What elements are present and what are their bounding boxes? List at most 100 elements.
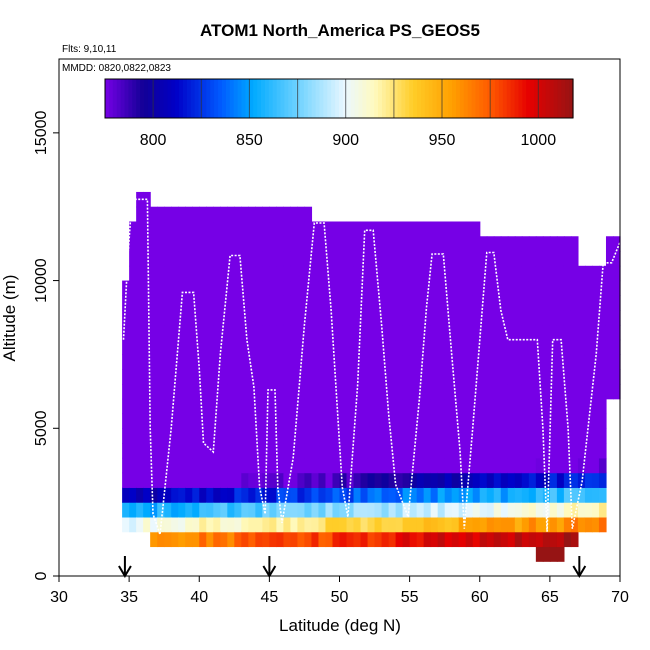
heatmap-cell (192, 206, 200, 223)
heatmap-cell (549, 295, 558, 311)
heatmap-cell (479, 443, 488, 459)
heatmap-cell (290, 428, 299, 444)
heatmap-cell (220, 265, 228, 282)
heatmap-cell (542, 413, 551, 429)
heatmap-cell (129, 383, 137, 400)
heatmap-cell (241, 324, 249, 341)
heatmap-cell (542, 487, 551, 503)
heatmap-cell (591, 354, 600, 370)
heatmap-cell (374, 531, 383, 548)
heatmap-cell (318, 413, 327, 429)
heatmap-cell (598, 310, 607, 326)
colorbar-segment (405, 79, 410, 118)
heatmap-cell (199, 398, 207, 415)
heatmap-cell (430, 487, 439, 503)
heatmap-cell (339, 354, 348, 370)
heatmap-cell (374, 236, 383, 252)
heatmap-cell (276, 206, 284, 223)
heatmap-cell (367, 487, 376, 503)
heatmap-cell (290, 265, 299, 282)
heatmap-cell (157, 339, 165, 356)
heatmap-cell (178, 487, 186, 503)
heatmap-cell (542, 310, 551, 326)
colorbar-tick-label: 900 (332, 132, 359, 149)
heatmap-cell (136, 206, 144, 223)
heatmap-cell (311, 280, 320, 296)
flight-track (122, 198, 621, 535)
heatmap-cell (437, 236, 446, 252)
heatmap-cell (381, 280, 390, 296)
heatmap-cell (472, 354, 481, 370)
heatmap-cell (192, 516, 200, 533)
heatmap-cell (276, 354, 284, 370)
heatmap-cell (535, 516, 544, 533)
heatmap-cell (416, 428, 425, 444)
heatmap-cell (122, 398, 130, 415)
flight-track-line (122, 198, 621, 535)
heatmap-cell (304, 443, 313, 459)
heatmap-cell (465, 295, 474, 311)
heatmap-cell (549, 546, 558, 562)
heatmap-cell (283, 310, 292, 326)
heatmap-cell (297, 265, 306, 282)
heatmap-cell (451, 324, 460, 341)
heatmap-cell (339, 516, 348, 533)
heatmap-cell (241, 398, 249, 415)
heatmap-cell (283, 324, 292, 341)
heatmap-cell (332, 398, 341, 415)
heatmap-cell (332, 531, 341, 548)
heatmap-cell (276, 265, 284, 282)
heatmap-cell (122, 413, 130, 429)
heatmap-cell (297, 487, 306, 503)
heatmap-cell (360, 280, 369, 296)
heatmap-cell (458, 324, 467, 341)
heatmap-cell (549, 398, 558, 415)
heatmap-cell (479, 472, 488, 488)
heatmap-cell (248, 206, 256, 223)
colorbar-segment (163, 79, 168, 118)
colorbar-segment (183, 79, 188, 118)
heatmap-cell (367, 280, 376, 296)
heatmap-cell (157, 280, 165, 296)
heatmap-cell (269, 398, 277, 415)
heatmap-cell (381, 251, 390, 267)
heatmap-cell (262, 295, 270, 311)
heatmap-cell (227, 383, 235, 400)
heatmap-cell (458, 531, 467, 548)
heatmap-cell (339, 324, 348, 341)
heatmap-cell (451, 516, 460, 533)
heatmap-cell (136, 443, 144, 459)
heatmap-cell (556, 354, 565, 370)
heatmap-cell (234, 236, 242, 252)
heatmap-cell (528, 280, 537, 296)
heatmap-cell (612, 280, 621, 296)
heatmap-cell (472, 457, 481, 474)
heatmap-cell (269, 472, 277, 488)
heatmap-cell (374, 221, 383, 237)
heatmap-cell (507, 295, 516, 311)
colorbar-tick-label: 1000 (521, 132, 557, 149)
heatmap-cell (360, 472, 369, 488)
colorbar-segment (495, 79, 500, 118)
heatmap-cell (325, 324, 334, 341)
colorbar-segment (214, 79, 219, 118)
heatmap-cell (304, 369, 313, 385)
heatmap-cell (535, 354, 544, 370)
heatmap-cell (444, 369, 453, 385)
heatmap-cell (290, 310, 299, 326)
heatmap-cell (290, 354, 299, 370)
colorbar-segment (557, 79, 562, 118)
heatmap-cell (563, 472, 572, 488)
heatmap-cell (234, 383, 242, 400)
colorbar-segment (401, 79, 406, 118)
heatmap-cell (528, 324, 537, 341)
heatmap-cell (437, 354, 446, 370)
heatmap-cell (220, 280, 228, 296)
heatmap-cell (164, 398, 172, 415)
heatmap-cell (269, 280, 277, 296)
colorbar-segment (346, 79, 352, 118)
heatmap-cell (500, 339, 509, 356)
heatmap-cell (192, 324, 200, 341)
heatmap-cell (276, 383, 284, 400)
heatmap-cell (493, 457, 502, 474)
